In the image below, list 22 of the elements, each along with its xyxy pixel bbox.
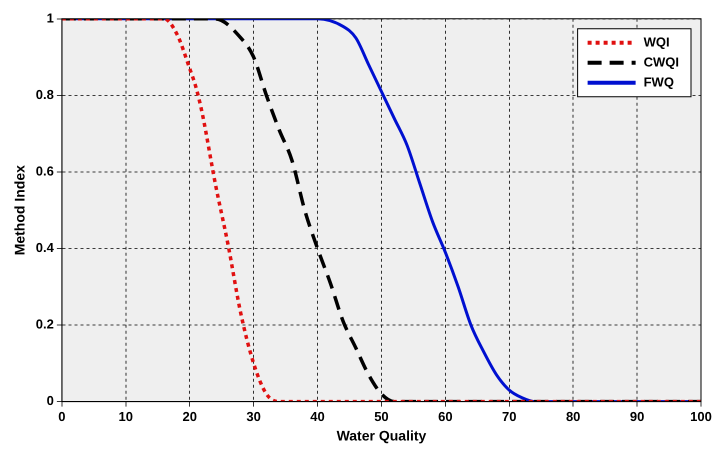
x-tick-label: 0 [58,408,66,424]
x-tick-label: 30 [246,408,261,424]
y-tick-label: 0.2 [36,316,54,332]
legend-label: WQI [644,34,670,50]
x-tick-label: 80 [566,408,580,424]
x-axis-title: Water Quality [336,427,427,444]
y-tick-label: 0.4 [36,240,55,256]
y-axis-title: Method Index [11,164,28,256]
y-tick-label: 0 [46,393,54,408]
x-tick-label: 50 [374,408,389,424]
y-tick-label: 1 [46,10,54,26]
x-tick-label: 20 [182,408,197,424]
x-tick-label: 100 [690,408,712,424]
x-tick-label: 70 [502,408,516,424]
legend-label: CWQI [644,54,680,70]
x-tick-label: 90 [630,408,644,424]
legend-label: FWQ [644,74,674,90]
x-tick-label: 60 [438,408,453,424]
x-tick-label: 10 [118,408,134,424]
y-tick-label: 0.8 [36,86,54,102]
x-tick-label: 40 [310,408,325,424]
y-tick-label: 0.6 [36,164,54,178]
